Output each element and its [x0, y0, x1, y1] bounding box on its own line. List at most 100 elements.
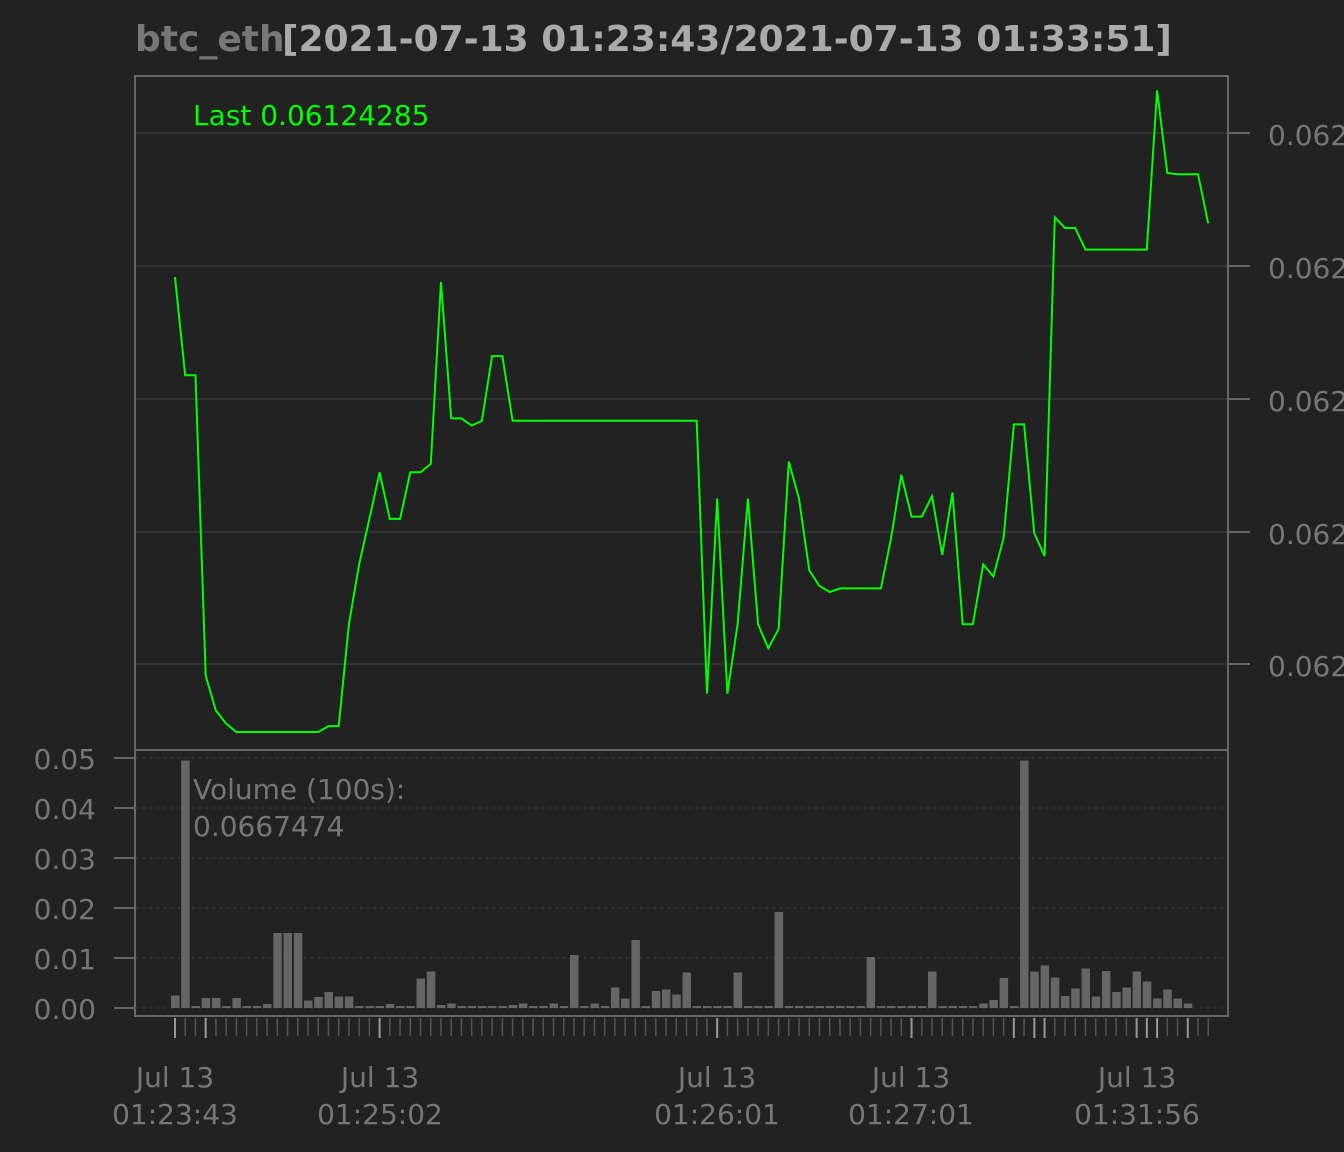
volume-bar	[283, 933, 292, 1008]
x-label-2-date: Jul 13	[339, 1061, 419, 1094]
volume-bar	[324, 992, 333, 1008]
volume-label-title: Volume (100s):	[193, 773, 405, 806]
volume-bar	[876, 1006, 886, 1008]
price-tick-label-4: 0.062	[1268, 518, 1344, 551]
volume-bar	[1081, 968, 1090, 1008]
volume-bar	[416, 978, 425, 1008]
volume-bar	[989, 1000, 998, 1008]
price-tick-label-1: 0.062	[1268, 119, 1344, 152]
volume-bar	[999, 978, 1009, 1008]
volume-bar	[518, 1003, 528, 1008]
volume-tick-label-3: 0.03	[34, 843, 96, 876]
volume-bar	[907, 1006, 917, 1008]
volume-bar	[703, 1006, 712, 1008]
volume-bar	[672, 994, 681, 1008]
volume-bar	[723, 1006, 732, 1008]
volume-bar	[774, 912, 784, 1008]
volume-bar	[171, 995, 180, 1008]
volume-bar	[1112, 992, 1121, 1008]
volume-bar	[201, 998, 211, 1008]
price-tick-label-2: 0.062	[1268, 252, 1344, 285]
volume-bar	[385, 1004, 395, 1008]
volume-bar	[621, 998, 630, 1008]
volume-bar	[211, 998, 221, 1008]
volume-bars	[171, 760, 1193, 1008]
volume-bar	[242, 1006, 252, 1008]
volume-bar	[447, 1003, 456, 1008]
volume-bar	[1122, 987, 1131, 1008]
volume-bar	[314, 997, 323, 1008]
volume-bar	[1163, 989, 1172, 1008]
volume-bar	[365, 1006, 374, 1008]
volume-bar	[263, 1004, 272, 1008]
volume-bar	[549, 1003, 558, 1008]
volume-bar	[1142, 981, 1152, 1008]
last-price-label: Last 0.06124285	[193, 99, 429, 132]
x-label-1-date: Jul 13	[134, 1061, 214, 1094]
volume-bar	[897, 1006, 906, 1008]
volume-tick-label-2: 0.04	[34, 793, 96, 826]
volume-bar	[222, 1006, 231, 1008]
volume-bar	[836, 1006, 845, 1008]
volume-bar	[590, 1003, 599, 1008]
x-label-3-date: Jul 13	[676, 1061, 756, 1094]
volume-bar	[1040, 965, 1050, 1008]
chart-title-range: [2021-07-13 01:23:43/2021-07-13 01:33:51…	[282, 19, 1172, 60]
volume-bar	[252, 1006, 262, 1008]
price-tick-label-3: 0.062	[1268, 385, 1344, 418]
volume-bar	[293, 933, 303, 1008]
volume-panel: 0.05 0.04 0.03 0.02 0.01 0.00 Volume (10…	[34, 743, 1227, 1026]
x-label-4-time: 01:27:01	[848, 1098, 974, 1131]
volume-bar	[795, 1006, 804, 1008]
volume-bar	[692, 1006, 702, 1008]
volume-bar	[529, 1006, 538, 1008]
volume-bar	[1173, 998, 1182, 1008]
volume-tick-label-5: 0.01	[34, 943, 96, 976]
volume-bar	[477, 1006, 487, 1008]
x-label-3-time: 01:26:01	[654, 1098, 780, 1131]
volume-bar	[191, 1006, 200, 1008]
volume-bar	[815, 1006, 824, 1008]
volume-bar	[1030, 971, 1039, 1008]
volume-bar	[1020, 760, 1029, 1008]
volume-bar	[181, 760, 190, 1008]
volume-bar	[559, 1006, 569, 1008]
price-axis-ticks	[1228, 132, 1250, 665]
x-axis-labels: Jul 13 01:23:43 Jul 13 01:25:02 Jul 13 0…	[112, 1061, 1200, 1131]
volume-bar	[1050, 977, 1060, 1008]
volume-bar	[600, 1006, 610, 1008]
volume-bar	[866, 957, 876, 1008]
x-axis-major-ticks	[174, 1018, 1189, 1038]
volume-bar	[273, 933, 282, 1008]
volume-bar	[610, 987, 620, 1008]
volume-bar	[1091, 996, 1101, 1008]
volume-bar	[958, 1006, 968, 1008]
volume-bar	[498, 1006, 507, 1008]
volume-bar	[979, 1003, 988, 1008]
volume-bar	[457, 1006, 466, 1008]
x-label-5-time: 01:31:56	[1074, 1098, 1200, 1131]
volume-bar	[580, 1006, 589, 1008]
volume-bar	[651, 991, 661, 1008]
volume-bar	[825, 1006, 835, 1008]
volume-bar	[784, 1006, 794, 1008]
volume-bar	[682, 972, 691, 1008]
volume-bar	[396, 1006, 405, 1008]
volume-bar	[1009, 1006, 1019, 1008]
volume-bar	[1183, 1003, 1193, 1008]
volume-label-value: 0.0667474	[193, 810, 344, 843]
volume-bar	[856, 1006, 865, 1008]
volume-bar	[1153, 998, 1162, 1008]
volume-bar	[887, 1006, 896, 1008]
volume-bar	[733, 972, 743, 1008]
volume-bar	[713, 1006, 722, 1008]
volume-bar	[764, 1006, 773, 1008]
volume-bar	[375, 1006, 385, 1008]
price-gridlines	[136, 132, 1227, 665]
volume-tick-label-6: 0.00	[34, 993, 96, 1026]
chart-title-symbol: btc_eth	[135, 19, 285, 60]
volume-bar	[355, 1006, 364, 1008]
volume-tick-label-1: 0.05	[34, 743, 96, 776]
